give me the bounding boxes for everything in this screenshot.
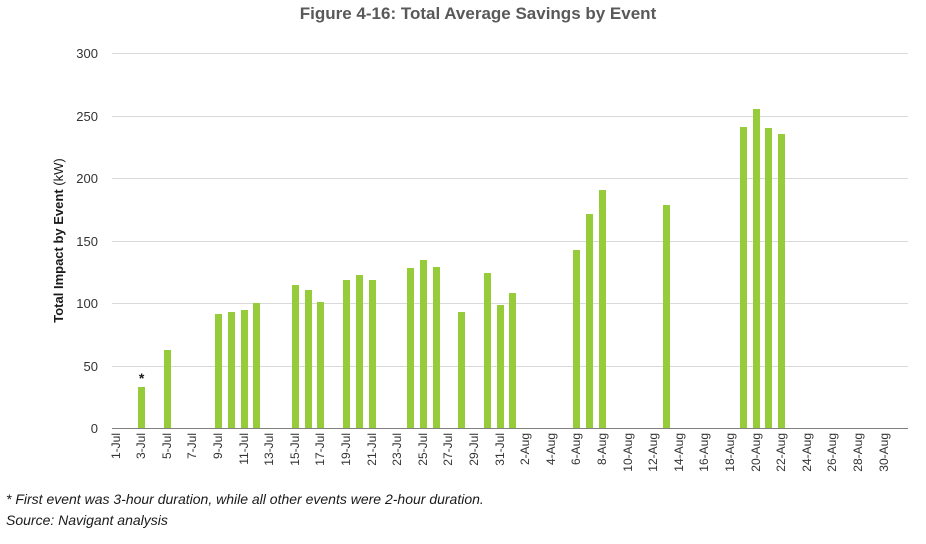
bar [483,273,491,428]
bar [458,312,466,428]
bar [496,305,504,428]
bar [509,293,517,428]
y-tick-label: 0 [90,421,98,436]
source-note: Source: Navigant analysis [6,512,168,528]
bar [573,250,581,428]
x-tick-label: 10-Aug [620,433,635,472]
x-axis-line [112,428,908,429]
bar [432,267,440,428]
bar [138,387,146,428]
bar [368,280,376,428]
y-tick-label: 150 [76,233,98,249]
grid-line [112,53,908,54]
bar [778,134,786,428]
bar [291,285,299,428]
x-tick-label: 2-Aug [518,433,533,466]
bar [355,275,363,428]
x-tick-label: 7-Jul [185,433,200,460]
x-tick-label: 27-Jul [441,433,456,466]
x-tick-label: 14-Aug [671,433,686,472]
y-tick-label: 250 [76,108,98,124]
bar [240,310,248,428]
x-tick-label: 12-Aug [646,433,661,472]
bar [227,312,235,428]
x-tick-label: 25-Jul [415,433,430,466]
bar [253,303,261,428]
x-tick-label: 22-Aug [774,433,789,472]
chart-title: Figure 4-16: Total Average Savings by Ev… [299,4,657,23]
x-tick-label: 20-Aug [748,433,763,472]
x-tick-label: 23-Jul [390,433,405,466]
bar [662,205,670,428]
bar [419,260,427,428]
bar [752,109,760,428]
x-tick-label: 17-Jul [313,433,328,466]
grid-line [112,115,908,117]
bar [765,128,773,428]
x-tick-label: 16-Aug [697,433,712,472]
x-tick-label: 18-Aug [722,433,737,472]
bar [214,314,222,428]
x-tick-label: 4-Aug [543,433,558,466]
grid-line [112,240,908,242]
x-tick-label: 1-Jul [108,433,123,460]
y-tick-label: 50 [83,358,98,374]
bar [163,350,171,428]
x-tick-label: 5-Jul [159,433,174,460]
bar [586,214,594,428]
x-tick-label: 28-Aug [850,433,865,472]
x-tick-label: 11-Jul [236,433,251,465]
x-tick-label: 26-Aug [825,433,840,472]
x-tick-label: 13-Jul [262,433,277,466]
bar [317,302,325,428]
y-tick-label: 300 [76,46,98,61]
x-tick-label: 15-Jul [287,433,302,466]
x-tick-label: 19-Jul [338,433,353,466]
x-tick-label: 24-Aug [799,433,814,472]
bar [598,190,606,428]
bar [304,290,312,428]
y-tick-label: 100 [76,296,98,311]
x-tick-label: 9-Jul [210,433,225,460]
x-tick-label: 6-Aug [569,433,584,466]
x-tick-label: 3-Jul [134,433,149,460]
bar [342,280,350,428]
x-tick-label: 31-Jul [492,433,507,466]
x-tick-label: 30-Aug [876,433,891,472]
bar [406,268,414,428]
bar-asterisk-note: * [138,370,145,386]
bar [739,127,747,428]
x-tick-label: 8-Aug [594,433,609,466]
x-tick-label: 21-Jul [364,433,379,466]
y-tick-label: 200 [76,171,98,186]
footnote: * First event was 3-hour duration, while… [6,491,484,507]
x-tick-label: 29-Jul [466,433,481,466]
grid-line [112,178,908,179]
